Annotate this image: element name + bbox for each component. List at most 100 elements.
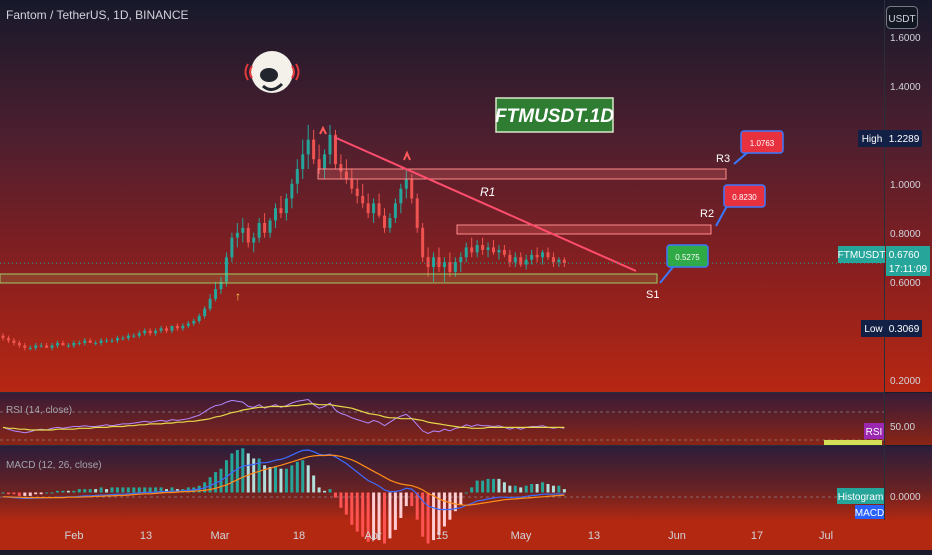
candle-body (530, 254, 534, 260)
r1-label: R1 (480, 185, 495, 199)
currency-button-label[interactable]: USDT (888, 14, 915, 25)
macd-histogram[interactable] (1, 448, 566, 544)
macd-pane-bg (0, 446, 932, 520)
histogram-bar (508, 485, 512, 493)
candle-body (252, 237, 256, 243)
candle-body (524, 259, 528, 265)
time-tick: 18 (293, 530, 305, 542)
last-symbol: FTMUSDT (838, 250, 886, 261)
candle-body (453, 262, 457, 272)
histogram-bar (121, 487, 125, 493)
candle-body (442, 262, 446, 268)
histogram-bar (137, 487, 141, 493)
candle-body (39, 345, 43, 347)
histogram-bar (535, 484, 539, 493)
candle-body (263, 222, 267, 233)
candle-body (192, 320, 196, 324)
candle-body (28, 347, 32, 349)
time-tick: Mar (211, 530, 230, 542)
candle-body (284, 198, 288, 214)
histogram-bar (88, 489, 92, 493)
candle-body (246, 227, 250, 243)
histogram-bar (110, 487, 114, 493)
candle-body (94, 343, 98, 344)
trendline-r1[interactable] (333, 136, 637, 272)
histogram-bar (350, 492, 354, 525)
callout-r2-box[interactable] (723, 184, 766, 208)
resistance-zone-r3[interactable] (317, 168, 727, 180)
candle-series[interactable] (1, 124, 566, 351)
low-tag-bg (861, 320, 886, 337)
histogram-bar (295, 461, 299, 493)
histogram-bar (306, 465, 310, 493)
candle-body (415, 198, 419, 228)
rsi-title[interactable]: RSI (14, close) (6, 405, 72, 416)
histogram-bar (12, 492, 16, 495)
histogram-bar (492, 478, 495, 493)
histogram-bar (165, 489, 168, 493)
last-value: 0.6760 (889, 250, 920, 261)
candle-body (214, 289, 218, 299)
candle-body (328, 134, 332, 155)
histogram-bar (486, 478, 490, 493)
callout-r3-value: 1.0763 (750, 139, 775, 148)
candle-body (23, 345, 27, 348)
resistance-zone-r2[interactable] (456, 224, 712, 235)
candle-body (257, 222, 261, 238)
histogram-bar (448, 492, 452, 520)
histogram-bar (399, 492, 403, 518)
histogram-bar (421, 492, 425, 537)
histogram-bar (410, 492, 414, 507)
candle-body (121, 338, 125, 340)
histogram-bar (453, 492, 457, 512)
histogram-bar (94, 489, 98, 493)
candle-body (148, 330, 152, 334)
signal-line[interactable] (3, 454, 565, 506)
candle-body (154, 330, 158, 334)
callout-s1-box[interactable] (666, 244, 709, 268)
histogram-tag-bg (837, 488, 884, 504)
rsi-tag: RSI (866, 427, 883, 438)
callout-s1[interactable]: 0.5275 (659, 244, 709, 284)
callout-r2[interactable]: 0.8230 (715, 184, 766, 227)
time-tick: Feb (65, 530, 84, 542)
callout-r3[interactable]: 1.0763 (733, 130, 784, 165)
candle-body (159, 328, 163, 331)
candle-body (551, 257, 555, 263)
histogram-bar (1, 492, 5, 494)
candle-body (235, 232, 239, 238)
histogram-bar (28, 492, 32, 496)
candle-body (350, 178, 354, 189)
macd-line[interactable] (2, 449, 565, 511)
histogram-bar (388, 492, 392, 539)
rsi-ma-line[interactable] (2, 403, 565, 431)
histogram-bar (415, 492, 419, 520)
candle-body (421, 227, 425, 258)
macd-level: 0.0000 (890, 492, 921, 503)
currency-button-box[interactable] (886, 6, 918, 29)
candle-body (105, 340, 109, 342)
candle-body (361, 196, 365, 204)
histogram-bar (34, 492, 38, 495)
candle-body (301, 154, 305, 170)
candle-body (208, 298, 212, 309)
histogram-bar (355, 492, 359, 532)
candle-body (541, 252, 545, 258)
histogram-bar (50, 492, 54, 494)
currency-button[interactable]: USDT (886, 6, 918, 29)
logo-signal-left (244, 63, 249, 81)
histogram-bar (284, 468, 288, 493)
callout-r3-box[interactable] (740, 130, 784, 154)
time-axis[interactable]: Feb 13 Mar 18 Apr 15 May 13 Jun 17 Jul (65, 530, 834, 542)
candle-body (99, 340, 103, 343)
histogram-bar (366, 492, 370, 542)
symbol-info[interactable]: Fantom / TetherUS, 1D, BINANCE (6, 8, 189, 22)
logo-signal-right (291, 65, 295, 79)
histogram-bar (562, 489, 566, 493)
candle-body (333, 134, 337, 165)
support-zone-s1[interactable] (0, 273, 658, 284)
candle-body (513, 257, 517, 263)
histogram-bar (519, 487, 523, 493)
macd-title[interactable]: MACD (12, 26, close) (6, 460, 102, 471)
